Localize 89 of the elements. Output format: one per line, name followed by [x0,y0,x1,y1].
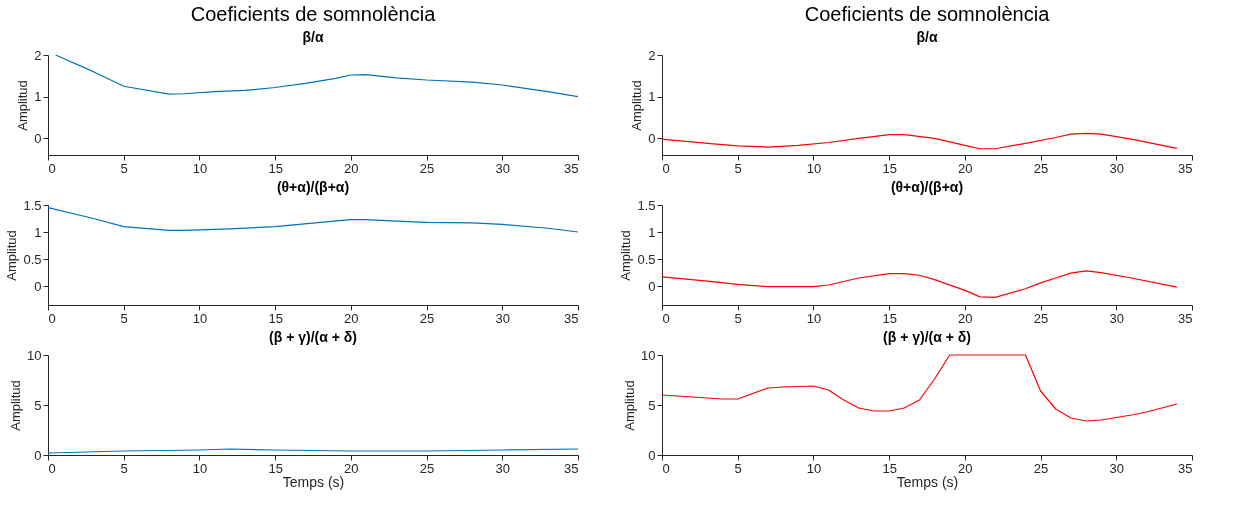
chart-subtitle: β/α [916,29,938,45]
y-axis-title: Amplitud [15,80,31,131]
chart-subtitle: β/α [302,29,324,45]
y-tick-label: 1 [648,224,656,240]
x-tick-label: 20 [344,460,359,476]
y-tick-label: 5 [34,397,42,413]
x-tick-label: 30 [495,460,511,476]
chart-subtitle: (β + γ)/(α + δ) [883,329,971,345]
x-tick-label: 25 [419,160,435,176]
line-series [661,354,1178,422]
x-tick-label: 30 [1109,160,1125,176]
y-axis-title: Amplitud [8,380,24,431]
x-tick-label: 35 [564,460,579,476]
x-tick-label: 0 [662,160,670,176]
y-tick-label: 0.5 [23,251,42,267]
y-axis-title: Amplitud [618,230,634,281]
x-tick-label: 5 [120,160,128,176]
y-tick-label: 0 [34,278,42,294]
x-tick-label: 20 [344,160,359,176]
x-tick-label: 20 [344,310,359,326]
x-tick-label: 10 [806,160,822,176]
x-tick-label: 20 [958,460,973,476]
x-tick-label: 10 [192,460,208,476]
y-tick-label: 1.5 [637,197,656,213]
x-tick-label: 15 [882,160,897,176]
x-tick-label: 15 [268,460,283,476]
y-tick-label: 2 [34,47,42,63]
x-tick-label: 0 [48,460,56,476]
x-tick-label: 0 [662,310,670,326]
x-tick-label: 20 [958,160,973,176]
y-tick-label: 10 [27,347,42,363]
y-tick-label: 2 [648,47,656,63]
x-tick-label: 10 [806,460,822,476]
y-axis-title: Amplitud [629,80,645,131]
x-tick-label: 5 [120,310,128,326]
x-axis-title: Temps (s) [896,473,959,490]
y-tick-label: 0 [648,447,656,463]
chart-subtitle: (β + γ)/(α + δ) [269,329,357,345]
y-axis-title: Amplitud [622,380,638,431]
x-tick-label: 10 [192,310,208,326]
x-tick-label: 30 [1109,460,1125,476]
x-tick-label: 15 [882,460,897,476]
y-tick-label: 5 [648,397,656,413]
x-tick-label: 30 [1109,310,1125,326]
line-series [47,207,579,233]
x-tick-label: 15 [882,310,897,326]
y-tick-label: 1 [34,224,42,240]
x-tick-label: 5 [734,160,742,176]
x-tick-label: 25 [419,460,435,476]
line-series [661,270,1178,299]
x-tick-label: 35 [1178,160,1193,176]
y-tick-label: 0.5 [637,251,656,267]
x-tick-label: 30 [495,310,511,326]
x-axis-title: Temps (s) [282,473,345,490]
chart-subtitle: (θ+α)/(β+α) [890,179,964,195]
y-tick-label: 10 [641,347,656,363]
x-tick-label: 15 [268,160,283,176]
y-tick-label: 1.5 [23,197,42,213]
x-tick-label: 0 [662,460,670,476]
y-axis-title: Amplitud [4,230,20,281]
x-tick-label: 0 [48,160,56,176]
x-tick-label: 5 [120,460,128,476]
y-tick-label: 0 [34,447,42,463]
x-tick-label: 25 [1033,310,1049,326]
y-tick-label: 1 [648,89,656,105]
x-tick-label: 30 [495,160,511,176]
x-tick-label: 5 [734,310,742,326]
x-tick-label: 10 [192,160,208,176]
y-tick-label: 0 [648,278,656,294]
x-tick-label: 0 [48,310,56,326]
chart-title: Coeficients de somnolència [190,3,437,25]
line-series [661,132,1178,150]
x-tick-label: 35 [1178,310,1193,326]
x-tick-label: 5 [734,460,742,476]
chart-title: Coeficients de somnolència [804,3,1051,25]
x-tick-label: 35 [1178,460,1193,476]
x-tick-label: 35 [564,160,579,176]
y-tick-label: 0 [34,130,42,146]
x-tick-label: 25 [1033,160,1049,176]
x-tick-label: 25 [419,310,435,326]
x-tick-label: 10 [806,310,822,326]
x-tick-label: 20 [958,310,973,326]
y-tick-label: 1 [34,89,42,105]
x-tick-label: 15 [268,310,283,326]
line-series [54,54,579,98]
x-tick-label: 25 [1033,460,1049,476]
x-tick-label: 35 [564,310,579,326]
y-tick-label: 0 [648,130,656,146]
chart-subtitle: (θ+α)/(β+α) [276,179,350,195]
